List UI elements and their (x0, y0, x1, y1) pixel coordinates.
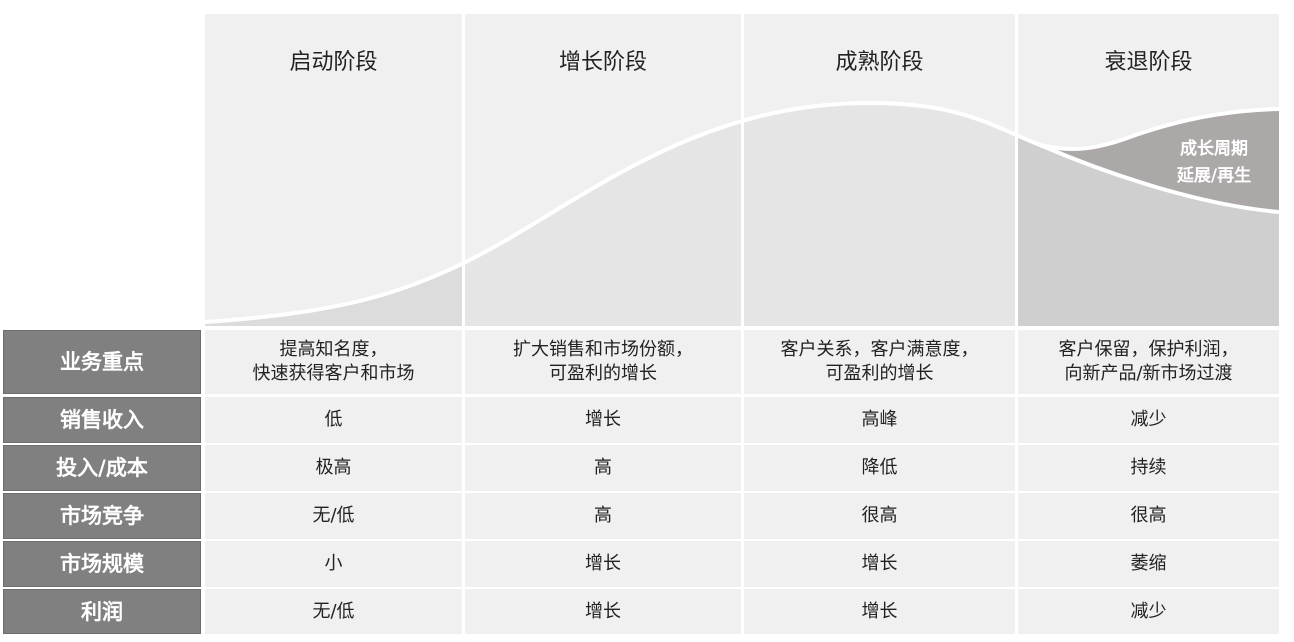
curve-area-decline (1018, 135, 1279, 326)
curve-area-growth-maturity (465, 103, 1015, 326)
row-label: 销售收入 (3, 397, 201, 443)
lifecycle-curve-panel (204, 14, 1280, 326)
table-cell-text: 萎缩 (1130, 553, 1167, 574)
table-cell-text: 客户关系，客户满意度， 可盈利的增长 (780, 339, 979, 384)
table-cell-text: 增长 (861, 600, 898, 622)
table-cell: 增长 (465, 589, 741, 634)
stage-column-bg-startup (205, 14, 462, 326)
stage-title-maturity: 成熟阶段 (835, 50, 924, 75)
table-cell: 增长 (744, 589, 1015, 634)
row-label-text: 销售收入 (60, 408, 144, 432)
table-cell: 持续 (1018, 445, 1279, 491)
stage-title-decline: 衰退阶段 (1104, 50, 1193, 75)
row-label-text: 市场规模 (60, 552, 144, 576)
table-cell: 高 (465, 493, 741, 539)
table-cell: 降低 (744, 445, 1015, 491)
curve-area-startup (205, 263, 462, 326)
regeneration-label: 成长周期 延展/再生 (1150, 136, 1278, 190)
regeneration-area (1040, 109, 1279, 212)
table-cell: 低 (205, 397, 462, 443)
table-cell: 扩大销售和市场份额， 可盈利的增长 (465, 330, 741, 394)
table-cell: 无/低 (205, 589, 462, 634)
table-cell: 无/低 (205, 493, 462, 539)
table-cell: 很高 (744, 493, 1015, 539)
table-cell: 高 (465, 445, 741, 491)
table-cell: 极高 (205, 445, 462, 491)
table-cell-text: 客户保留，保护利润， 向新产品/新市场过渡 (1058, 339, 1239, 384)
table-cell: 减少 (1018, 397, 1279, 443)
table-cell-text: 增长 (861, 553, 898, 574)
row-label: 投入/成本 (3, 445, 201, 491)
row-label: 市场规模 (3, 541, 201, 587)
table-cell: 增长 (744, 541, 1015, 587)
table-cell-text: 持续 (1130, 457, 1167, 478)
table-cell-text: 减少 (1130, 409, 1167, 430)
table-cell: 萎缩 (1018, 541, 1279, 587)
stage-title-growth: 增长阶段 (558, 50, 647, 75)
table-cell-text: 降低 (861, 457, 898, 478)
row-label-text: 市场竞争 (60, 504, 144, 528)
table-cell-text: 高 (594, 505, 612, 526)
row-label: 业务重点 (3, 330, 201, 394)
table-cell-text: 提高知名度， 快速获得客户和市场 (252, 339, 415, 384)
table-cell: 提高知名度， 快速获得客户和市场 (205, 330, 462, 394)
table-cell-text: 小 (324, 553, 343, 574)
table-cell-text: 增长 (585, 600, 621, 622)
table-cell-text: 高峰 (861, 409, 898, 430)
row-label-text: 利润 (81, 599, 123, 624)
row-label: 利润 (3, 589, 201, 634)
table-cell-text: 扩大销售和市场份额， 可盈利的增长 (513, 339, 693, 384)
regeneration-curve (1039, 107, 1280, 151)
table-cell-text: 无/低 (312, 600, 355, 622)
table-cell-text: 减少 (1130, 600, 1167, 622)
regeneration-label-line2: 延展/再生 (1176, 166, 1252, 186)
table-cell-text: 高 (594, 457, 612, 478)
table-cell: 客户保留，保护利润， 向新产品/新市场过渡 (1018, 330, 1279, 394)
table-cell: 增长 (465, 397, 741, 443)
table-cell-text: 无/低 (312, 505, 355, 526)
table-cell: 减少 (1018, 589, 1279, 634)
row-label-text: 投入/成本 (56, 456, 148, 480)
table-cell-text: 极高 (315, 457, 352, 478)
table-cell-text: 低 (324, 409, 343, 430)
table-cell-text: 增长 (585, 409, 621, 430)
row-label: 市场竞争 (3, 493, 201, 539)
row-label-text: 业务重点 (60, 350, 144, 374)
table-cell: 小 (205, 541, 462, 587)
table-cell-text: 增长 (585, 553, 621, 574)
table-cell: 很高 (1018, 493, 1279, 539)
table-cell-text: 很高 (1130, 505, 1167, 526)
table-cell: 增长 (465, 541, 741, 587)
table-cell-text: 很高 (861, 505, 898, 526)
stage-title-startup: 启动阶段 (289, 50, 378, 75)
table-cell: 高峰 (744, 397, 1015, 443)
lifecycle-curve (204, 100, 1280, 324)
table-cell: 客户关系，客户满意度， 可盈利的增长 (744, 330, 1015, 394)
regeneration-label-line1: 成长周期 (1180, 139, 1248, 159)
